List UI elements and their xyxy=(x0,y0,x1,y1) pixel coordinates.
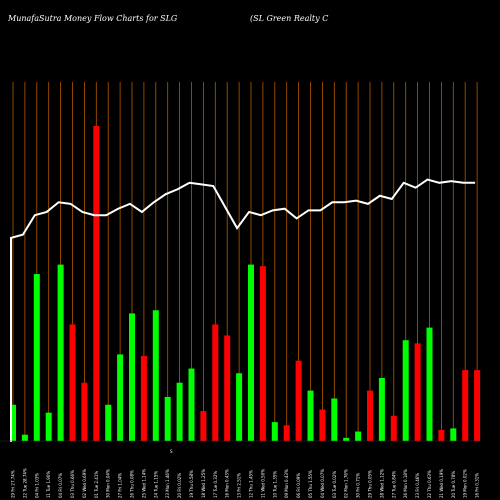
x-tick-label: 29 Fri 27.74% xyxy=(11,470,16,498)
x-tick-label: 26 Thu 0.08% xyxy=(130,470,135,498)
x-tick-label: 04 Wed 0.07% xyxy=(320,469,325,498)
bar xyxy=(414,343,421,441)
bar xyxy=(69,324,76,441)
x-tick-label: 03 Thu 0.66% xyxy=(70,470,75,498)
x-tick-label: 09 Mon 0.43% xyxy=(284,469,289,498)
x-tick-label: 12 Thu 1.45% xyxy=(249,470,254,498)
bar xyxy=(450,428,457,441)
x-tick-label: 23 Fri 0.46% xyxy=(415,473,420,498)
bar xyxy=(152,310,159,441)
bar xyxy=(248,264,254,441)
x-tick-label: 30 Fri 0.71% xyxy=(356,473,361,498)
bar xyxy=(129,313,135,441)
bar xyxy=(212,324,219,441)
x-tick-label: 20 Tue 0.78% xyxy=(451,471,456,498)
bar xyxy=(402,340,409,441)
bar xyxy=(10,404,16,441)
x-tick-label: 27 Fri 1.04% xyxy=(118,473,123,498)
money-flow-line xyxy=(10,178,476,442)
chart-title: MunafaSutra Money Flow Charts for SLG xyxy=(8,14,178,23)
x-axis-marker: S xyxy=(170,449,173,454)
bar xyxy=(367,390,373,441)
bar xyxy=(45,412,52,441)
bar xyxy=(93,126,100,441)
bar xyxy=(188,368,195,441)
bar xyxy=(319,409,326,441)
bar xyxy=(307,390,314,441)
bar xyxy=(355,431,362,441)
x-tick-label: 13 Fri 2.51% xyxy=(237,473,242,498)
bar xyxy=(283,425,290,441)
x-tick-labels: 29 Fri 27.74% 22 Tue 28.74% 04 Fri 1.03% 11… xyxy=(11,468,480,498)
x-tick-label: 18 Wed 1.25% xyxy=(201,469,206,498)
bar xyxy=(33,274,40,441)
x-tick-label: 05 Thu 1.55% xyxy=(308,470,313,498)
x-tick-label: 23 Mon 1.46% xyxy=(165,469,170,498)
bar xyxy=(21,434,28,441)
x-tick-label: 11 Tue 1.90% xyxy=(46,471,51,498)
x-tick-label: 24 Tue 1.15% xyxy=(153,471,158,498)
chart-subtitle: (SL Green Realty C xyxy=(250,14,329,23)
bar xyxy=(236,373,243,441)
bar xyxy=(474,370,481,441)
bar xyxy=(271,422,278,441)
bar xyxy=(295,360,302,441)
bar xyxy=(462,370,469,441)
bar xyxy=(81,382,88,441)
x-tick-label: 30 Mon 0.04% xyxy=(106,469,111,498)
x-tick-label: 11 Wed 0.50% xyxy=(260,469,265,498)
x-tick-label: 02 Wed 0.69% xyxy=(82,469,87,498)
x-tick-label: 21 Wed 0.19% xyxy=(439,469,444,498)
bar xyxy=(200,411,207,441)
bar xyxy=(343,437,350,441)
bar xyxy=(57,264,64,441)
x-tick-label: 03 Tue 0.02% xyxy=(332,471,337,498)
x-tick-label: 01 Tue 2.41% xyxy=(94,471,99,498)
x-tick-label: 16 Fri 0.31% xyxy=(475,473,480,498)
x-tick-label: 17 Tue 0.32% xyxy=(213,471,218,498)
bar xyxy=(117,354,124,441)
x-tick-label: 19 Mon 0.02% xyxy=(463,469,468,498)
x-tick-label: 26 Mon 0.18% xyxy=(403,469,408,498)
x-tick-label: 10 Tue 1.35% xyxy=(272,471,277,498)
x-tick-label: 28 Wed 1.12% xyxy=(379,469,384,498)
bar xyxy=(259,266,266,441)
x-tick-label: 22 Thu 0.63% xyxy=(427,470,432,498)
bar xyxy=(176,382,183,441)
x-tick-label: 06 Fri 0.09% xyxy=(296,473,301,498)
x-tick-label: 04 Fri 1.03% xyxy=(34,473,39,498)
x-tick-label: 25 Wed 1.14% xyxy=(141,469,146,498)
x-tick-label: 02 Mon 1.76% xyxy=(344,469,349,498)
bar xyxy=(378,378,385,441)
bar-series xyxy=(10,126,481,441)
bar xyxy=(164,396,171,441)
bar xyxy=(426,327,433,441)
bar xyxy=(105,404,112,441)
x-tick-label: 20 Fri 0.02% xyxy=(177,473,182,498)
x-tick-label: 19 Thu 0.58% xyxy=(189,470,194,498)
x-tick-label: 22 Tue 28.74% xyxy=(22,468,27,498)
x-tick-label: 29 Thu 0.05% xyxy=(368,470,373,498)
bar xyxy=(390,415,397,441)
bar xyxy=(224,335,231,441)
x-tick-label: 04 Fri 0.07% xyxy=(58,473,63,498)
bar xyxy=(140,355,147,441)
x-tick-label: 27 Tue 0.84% xyxy=(391,471,396,498)
bar xyxy=(331,398,338,441)
x-tick-label: 16 Mon 0.43% xyxy=(225,469,230,498)
bar xyxy=(438,429,445,441)
